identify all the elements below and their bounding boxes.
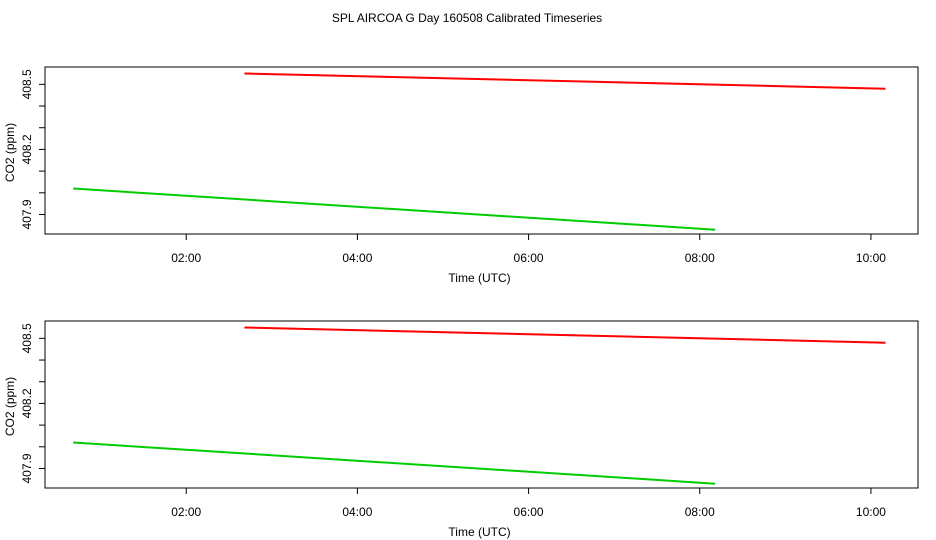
x-axis-label: Time (UTC) — [448, 271, 510, 285]
x-tick-label: 06:00 — [514, 251, 544, 265]
x-tick-label: 10:00 — [856, 505, 886, 519]
x-tick-label: 08:00 — [685, 251, 715, 265]
y-axis-label: CO2 (ppm) — [3, 123, 17, 182]
y-tick-label: 407.9 — [20, 199, 34, 229]
x-tick-label: 02:00 — [171, 505, 201, 519]
plot-frame — [44, 320, 919, 489]
series-line-red — [244, 326, 886, 344]
y-axis-label: CO2 (ppm) — [3, 377, 17, 436]
x-tick-label: 04:00 — [342, 251, 372, 265]
x-tick-label: 10:00 — [856, 251, 886, 265]
y-tick-label: 408.5 — [20, 69, 34, 99]
series-line-red — [244, 72, 886, 90]
plot-frame — [44, 66, 919, 235]
x-tick-label: 04:00 — [342, 505, 372, 519]
y-tick-label: 408.2 — [20, 134, 34, 164]
series-line-green — [73, 187, 716, 231]
y-tick-label: 408.5 — [20, 323, 34, 353]
chart-title: SPL AIRCOA G Day 160508 Calibrated Times… — [332, 11, 602, 25]
y-tick-label: 408.2 — [20, 388, 34, 418]
chart-panel-top: 02:00 04:00 06:00 08:00 10:00 407.9 408.2 408.5… — [3, 66, 919, 285]
x-tick-label: 08:00 — [685, 505, 715, 519]
x-tick-label: 02:00 — [171, 251, 201, 265]
x-axis-label: Time (UTC) — [448, 525, 510, 539]
x-tick-label: 06:00 — [514, 505, 544, 519]
series-line-green — [73, 441, 716, 485]
chart-panel-bottom: 02:00 04:00 06:00 08:00 10:00 407.9 408.2 408.5… — [3, 320, 919, 539]
y-tick-label: 407.9 — [20, 453, 34, 483]
